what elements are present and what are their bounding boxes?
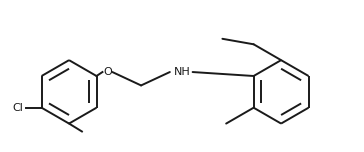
Text: NH: NH xyxy=(174,67,190,77)
Text: O: O xyxy=(103,67,112,77)
Text: Cl: Cl xyxy=(13,103,24,113)
